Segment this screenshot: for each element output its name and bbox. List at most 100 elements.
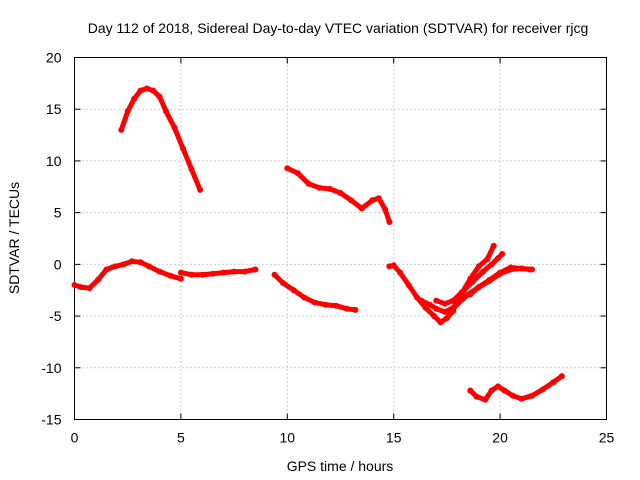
data-point: [539, 386, 546, 393]
data-point: [558, 373, 565, 380]
series-arc-1: [118, 86, 203, 193]
data-point: [422, 304, 429, 311]
data-point: [131, 95, 138, 102]
y-tick-label: -10: [41, 360, 61, 376]
data-point: [446, 311, 452, 317]
data-point: [480, 268, 487, 275]
data-point: [322, 301, 329, 308]
data-point: [294, 170, 301, 177]
x-axis-label: GPS time / hours: [287, 458, 394, 474]
x-tick-label: 25: [599, 430, 615, 446]
x-tick-label: 5: [177, 430, 185, 446]
data-point: [499, 251, 506, 257]
data-point: [86, 285, 93, 292]
x-tick-label: 15: [386, 430, 402, 446]
data-point: [316, 184, 323, 191]
data-point: [518, 265, 525, 272]
data-point: [280, 280, 286, 286]
data-point: [111, 263, 118, 270]
data-point: [501, 387, 508, 394]
data-point: [473, 393, 480, 400]
data-point: [326, 185, 333, 192]
data-point: [156, 93, 163, 100]
data-point: [137, 87, 144, 94]
y-tick-label: 5: [54, 205, 62, 221]
data-point: [369, 197, 376, 204]
data-point: [220, 269, 227, 276]
data-point: [497, 269, 504, 276]
x-tick-label: 0: [71, 430, 79, 446]
data-point: [337, 190, 344, 196]
data-point: [118, 126, 125, 133]
x-tick-label: 20: [492, 430, 508, 446]
data-point: [426, 301, 433, 308]
plot-frame: [74, 57, 607, 420]
data-point: [231, 268, 238, 275]
data-point: [146, 263, 152, 270]
data-point: [284, 165, 291, 172]
series-arc-11: [467, 373, 565, 403]
data-point: [241, 268, 248, 275]
y-tick-label: 0: [54, 256, 62, 272]
data-point: [171, 124, 178, 131]
data-point: [482, 396, 489, 403]
y-tick-label: 10: [46, 153, 62, 169]
chart-title: Day 112 of 2018, Sidereal Day-to-day VTE…: [88, 20, 589, 36]
data-point: [507, 264, 514, 271]
data-point: [433, 297, 440, 304]
y-tick-label: -15: [41, 412, 61, 428]
data-point: [495, 255, 501, 262]
data-point: [405, 282, 412, 288]
data-point: [433, 305, 440, 312]
data-point: [375, 195, 382, 202]
data-point: [475, 284, 482, 291]
data-point: [390, 262, 397, 269]
data-point: [120, 261, 127, 268]
data-series: [71, 85, 565, 403]
data-point: [156, 268, 163, 275]
data-point: [495, 383, 501, 390]
data-point: [490, 242, 497, 249]
x-tick-label: 10: [280, 430, 296, 446]
data-point: [137, 259, 144, 266]
data-point: [290, 287, 297, 294]
grid: [74, 57, 607, 420]
data-point: [437, 319, 444, 326]
data-point: [526, 266, 533, 273]
data-point: [77, 284, 84, 291]
data-point: [94, 276, 101, 283]
series-arc-2: [72, 258, 184, 291]
data-point: [352, 306, 359, 313]
y-tick-label: 20: [46, 50, 62, 66]
data-point: [358, 205, 365, 212]
data-point: [450, 297, 457, 304]
data-point: [343, 305, 350, 312]
y-axis-label: SDTVAR / TECUs: [6, 182, 22, 294]
data-point: [197, 186, 204, 193]
y-tick-label: -5: [49, 308, 62, 324]
data-point: [486, 276, 493, 283]
data-point: [271, 271, 278, 278]
data-point: [397, 269, 404, 276]
data-point: [348, 197, 355, 204]
data-point: [431, 313, 438, 320]
data-point: [188, 271, 195, 278]
data-point: [312, 299, 318, 306]
data-point: [143, 85, 150, 92]
data-point: [467, 387, 474, 394]
data-point: [550, 379, 557, 386]
data-point: [475, 263, 482, 270]
data-point: [386, 219, 393, 225]
data-point: [441, 300, 448, 307]
data-point: [167, 272, 174, 279]
axis-ticks: [74, 57, 607, 420]
data-point: [150, 87, 157, 94]
data-point: [188, 166, 195, 173]
data-point: [177, 269, 184, 276]
data-point: [103, 266, 110, 273]
data-point: [71, 282, 78, 288]
data-point: [418, 297, 425, 304]
data-point: [301, 294, 308, 301]
data-point: [252, 266, 259, 273]
data-point: [488, 387, 495, 394]
